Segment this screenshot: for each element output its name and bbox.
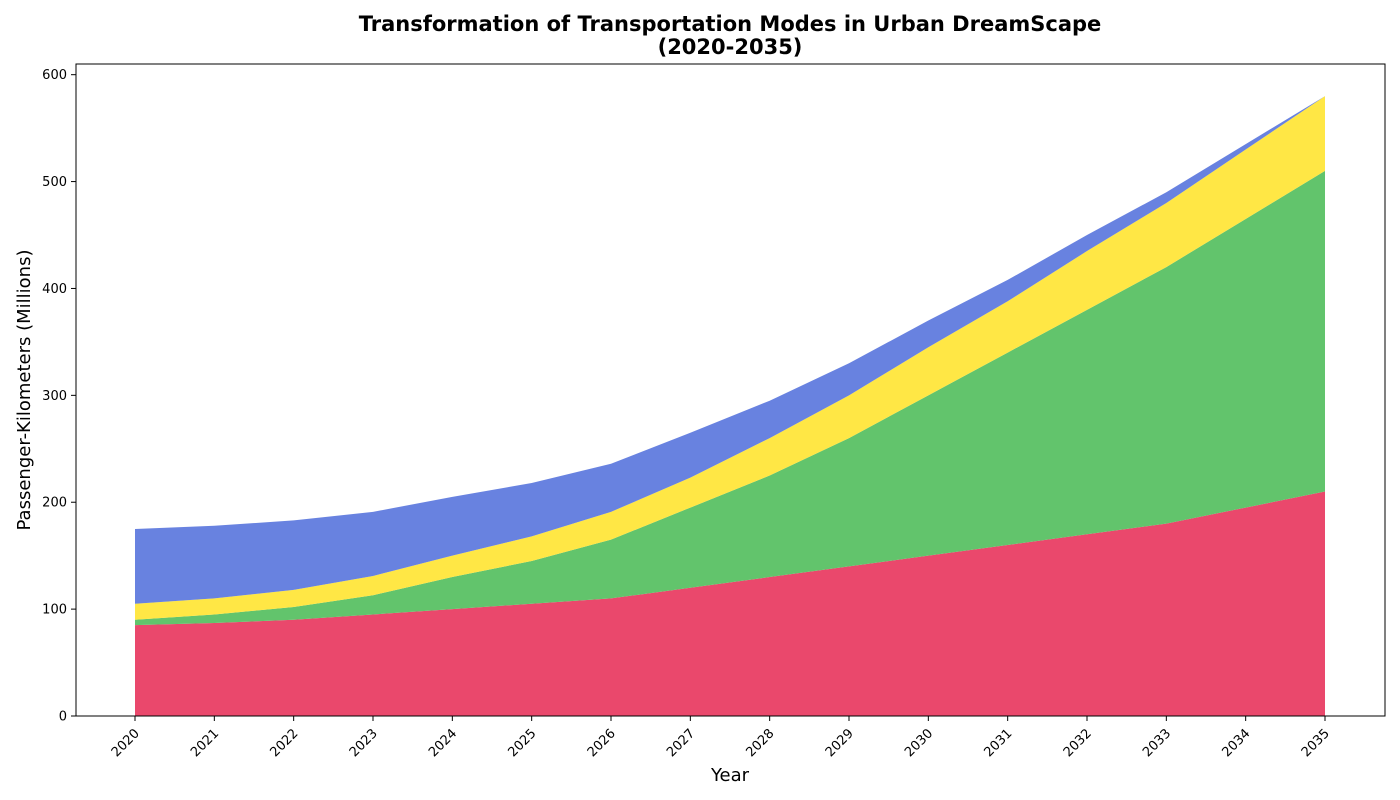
y-tick-label: 100	[42, 603, 67, 618]
y-tick-label: 400	[42, 282, 67, 297]
area-series-4	[135, 96, 1325, 604]
x-tick-label: 2021	[188, 726, 222, 760]
x-tick-label: 2023	[347, 726, 381, 760]
x-tick-label: 2030	[902, 726, 936, 760]
x-tick-label: 2020	[109, 726, 143, 760]
x-tick-label: 2025	[505, 726, 539, 760]
chart-title-line-2: (2020-2035)	[658, 35, 803, 59]
y-tick-label: 200	[42, 496, 67, 511]
x-axis-ticks: 2020 2021 2022 2023 2024 2025 2026 2027 2028 2029…	[109, 716, 1333, 760]
x-tick-label: 2022	[267, 726, 301, 760]
x-axis-label: Year	[710, 765, 750, 786]
y-axis-label: Passenger-Kilometers (Millions)	[14, 250, 35, 531]
chart-title-line-1: Transformation of Transportation Modes i…	[359, 12, 1102, 36]
x-tick-label: 2029	[823, 726, 857, 760]
area-series-1	[135, 491, 1325, 716]
y-tick-label: 500	[42, 175, 67, 190]
x-tick-label: 2034	[1219, 726, 1253, 760]
area-series-2	[135, 170, 1325, 626]
y-tick-label: 600	[42, 68, 67, 83]
y-axis-ticks: 0 100 200 300 400 500 600	[42, 68, 76, 725]
y-tick-label: 300	[42, 389, 67, 404]
x-tick-label: 2035	[1299, 726, 1333, 760]
x-tick-label: 2027	[664, 726, 698, 760]
x-tick-label: 2024	[426, 726, 460, 760]
x-tick-label: 2026	[585, 726, 619, 760]
plot-frame	[75, 63, 1386, 717]
x-tick-label: 2032	[1061, 726, 1095, 760]
y-tick-label: 0	[59, 710, 67, 725]
x-tick-label: 2028	[743, 726, 777, 760]
x-tick-label: 2031	[981, 726, 1015, 760]
x-tick-label: 2033	[1140, 726, 1174, 760]
area-series-group	[135, 96, 1325, 716]
